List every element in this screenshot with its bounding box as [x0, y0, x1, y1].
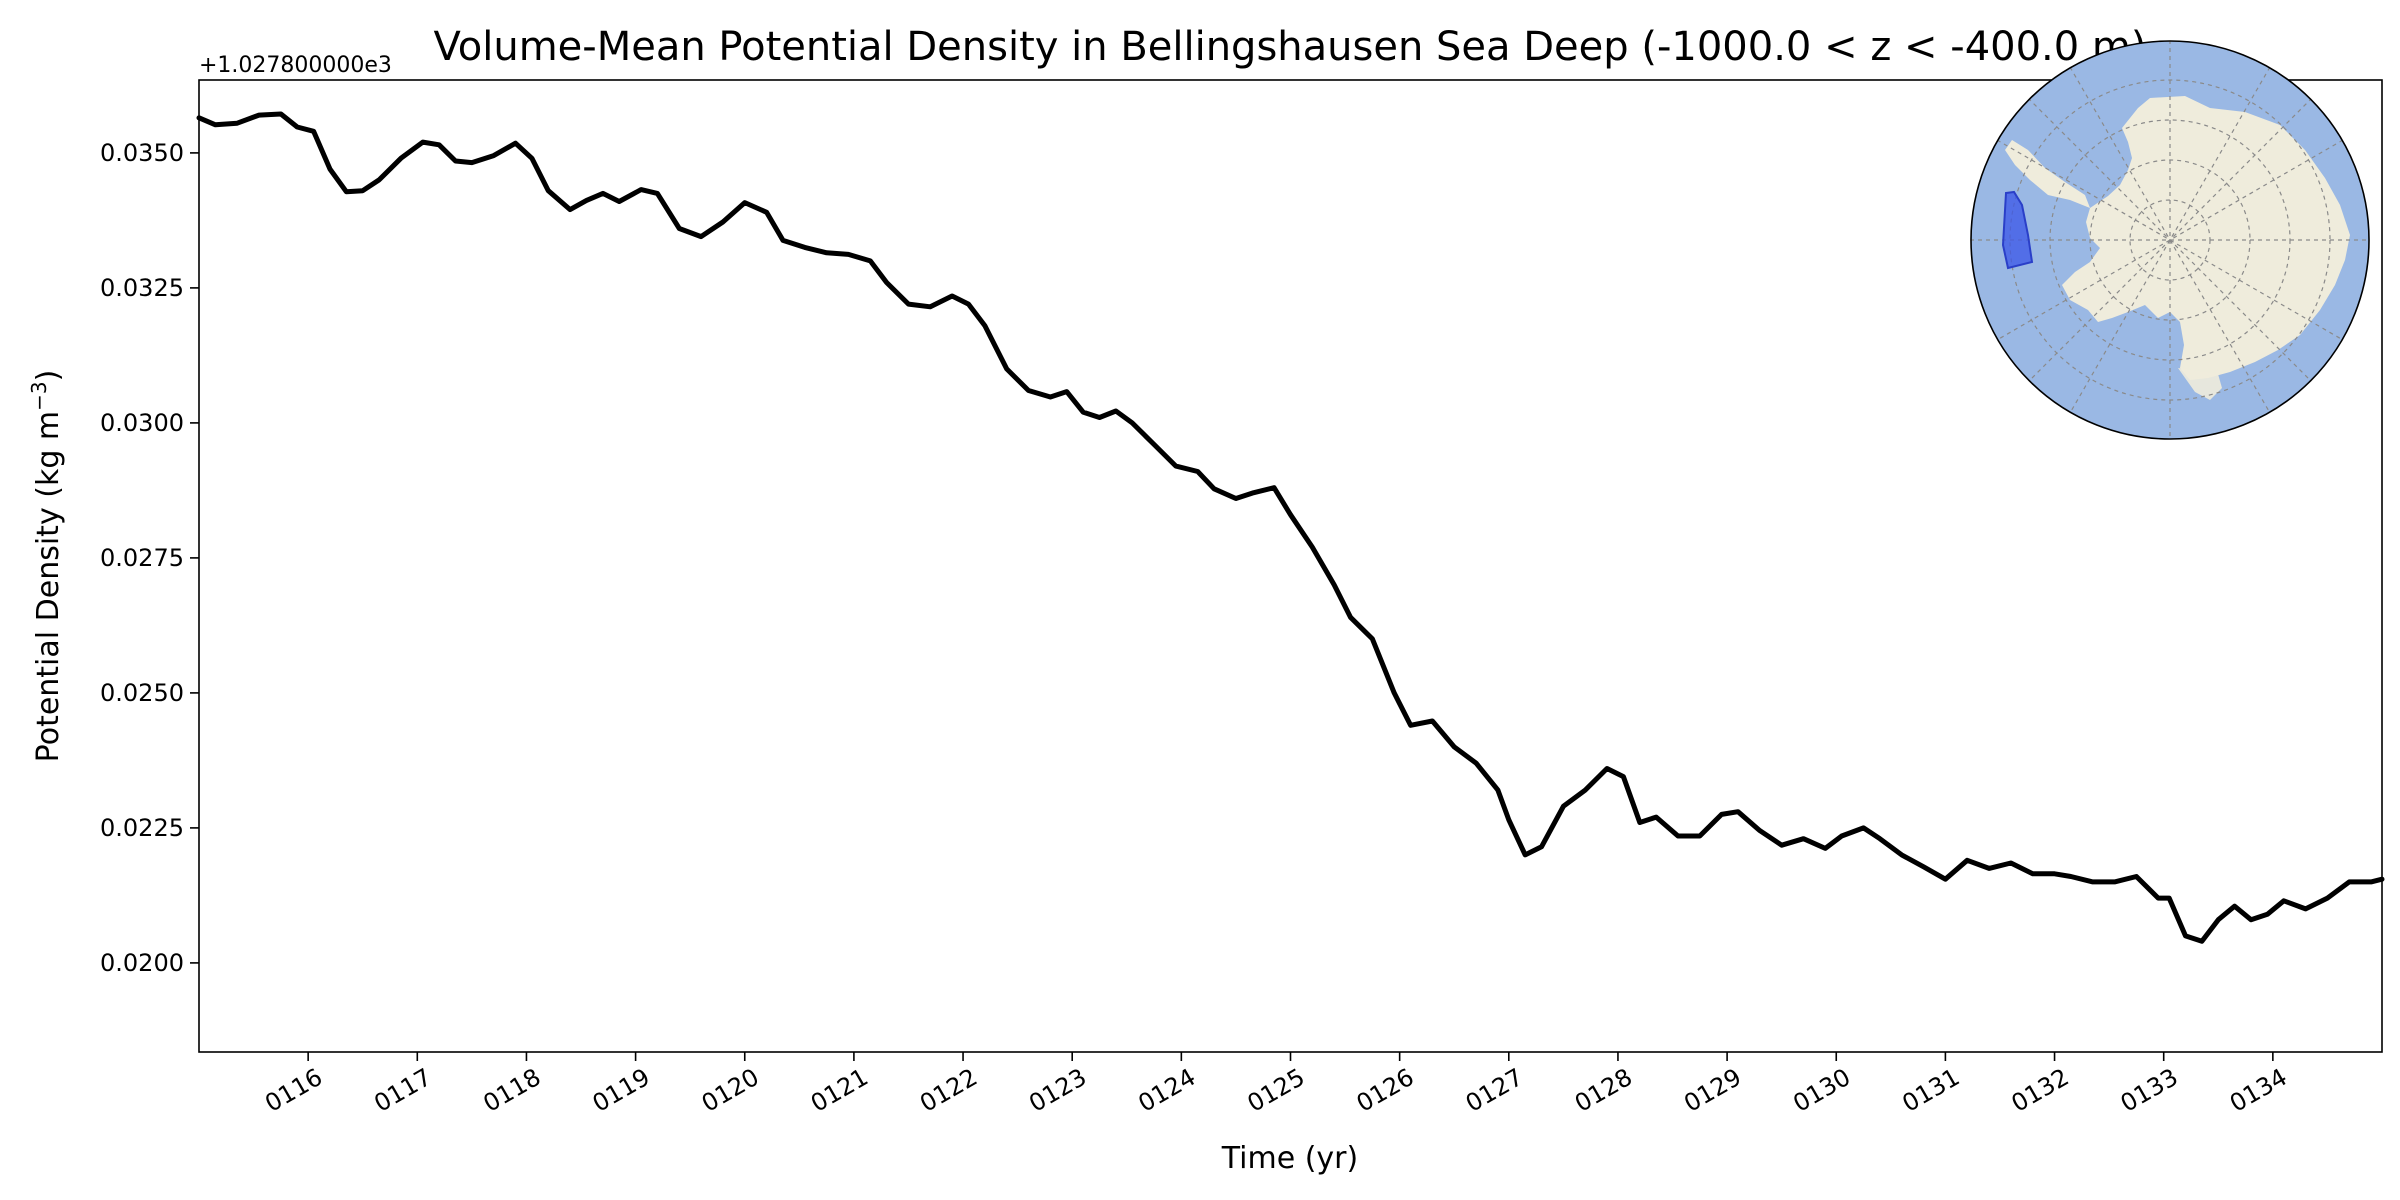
series-line [196, 111, 2385, 944]
antarctica-landmass [2062, 96, 2350, 380]
x-axis-label: Time (yr) [1221, 1141, 1358, 1176]
y-axis-label-close: ) [31, 370, 66, 382]
y-tick-label: 0.0250 [100, 679, 184, 707]
y-axis: 0.0200 0.0225 0.0250 0.0275 0.0300 0.0325 0.03… [100, 139, 199, 977]
y-offset-text: +1.027800000e3 [199, 53, 392, 78]
bellingshausen-region-highlight [2001, 190, 2034, 270]
y-tick-label: 0.0200 [100, 949, 184, 977]
y-tick-label: 0.0350 [100, 139, 184, 167]
chart-title: Volume-Mean Potential Density in Belling… [434, 24, 2147, 70]
map-border [1970, 40, 2370, 440]
y-tick-label: 0.0225 [100, 814, 184, 842]
y-tick-label: 0.0275 [100, 544, 184, 572]
y-axis-label: Potential Density (kg m−3) [27, 370, 66, 763]
y-tick-label: 0.0300 [100, 409, 184, 437]
antarctica-inset-map [1970, 40, 2370, 440]
y-axis-label-main: Potential Density (kg m [31, 411, 66, 762]
series-layer [196, 111, 2385, 944]
map-graticule [1971, 41, 2369, 439]
ross-ice-shelf [2178, 368, 2222, 400]
y-tick-label: 0.0325 [100, 274, 184, 302]
y-axis-label-sup: −3 [27, 381, 51, 410]
